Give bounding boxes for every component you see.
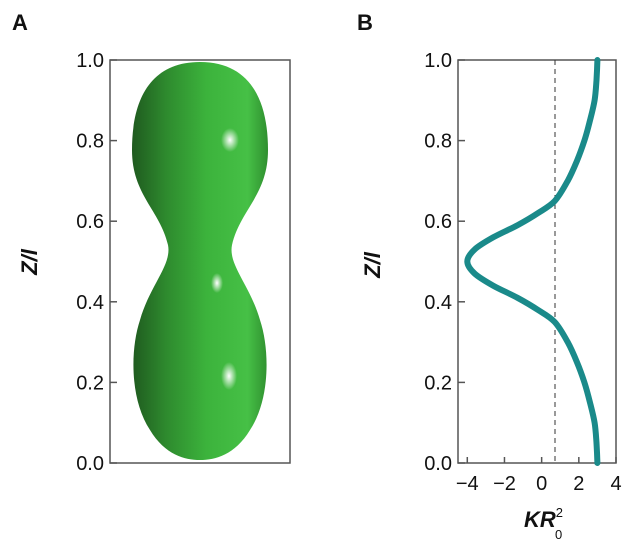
- panel-a-frame: [109, 59, 291, 464]
- vesicle-shape: [132, 62, 268, 460]
- panel-a-ytick-label: 0.2: [76, 372, 104, 394]
- vesicle-highlight-bottom: [221, 362, 237, 390]
- panel-a-ytick-label: 1.0: [76, 50, 104, 72]
- panel-a-ylabel: Z/l: [17, 248, 42, 276]
- panel-b-letter: B: [357, 10, 373, 35]
- vesicle-highlight-mid: [211, 273, 223, 293]
- panel-a-ytick-label: 0.0: [76, 453, 104, 475]
- vesicle-highlight-top: [221, 128, 239, 152]
- panel-a-letter: A: [12, 10, 28, 35]
- panel-a-ytick-label: 0.8: [76, 131, 104, 153]
- panel-a-ytick-label: 0.4: [76, 292, 104, 314]
- panel-a-ytick-label: 0.6: [76, 211, 104, 233]
